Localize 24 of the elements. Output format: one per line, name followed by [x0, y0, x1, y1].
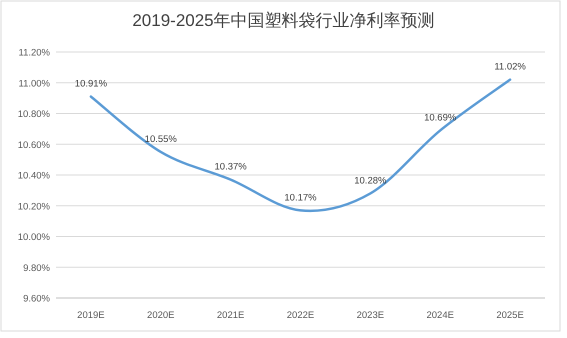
y-tick-label: 11.20%: [18, 48, 51, 58]
y-tick-label: 10.60%: [18, 140, 51, 151]
y-tick-label: 10.00%: [18, 232, 51, 243]
y-tick-label: 11.00%: [18, 78, 51, 90]
y-tick-label: 9.80%: [23, 262, 51, 274]
x-tick-label: 2020E: [147, 310, 175, 321]
data-label: 10.37%: [214, 162, 248, 173]
y-tick-label: 10.20%: [18, 201, 51, 212]
x-tick-label: 2025E: [496, 310, 524, 321]
data-label: 10.17%: [284, 192, 318, 204]
chart-title: 2019-2025年中国塑料袋行业净利率预测: [132, 11, 435, 30]
y-tick-label: 10.40%: [18, 170, 51, 182]
x-tick-label: 2021E: [216, 310, 244, 321]
x-tick-label: 2022E: [286, 310, 314, 321]
y-tick-label: 10.80%: [18, 109, 51, 120]
data-label: 10.28%: [354, 175, 388, 186]
data-label: 10.69%: [424, 112, 457, 124]
data-label: 10.55%: [144, 134, 178, 145]
x-tick-label: 2023E: [356, 310, 384, 321]
x-tick-label: 2019E: [77, 310, 105, 321]
data-label: 10.91%: [74, 78, 108, 90]
data-label: 11.02%: [494, 62, 526, 73]
y-tick-label: 9.60%: [23, 294, 51, 304]
x-tick-label: 2024E: [426, 310, 454, 321]
